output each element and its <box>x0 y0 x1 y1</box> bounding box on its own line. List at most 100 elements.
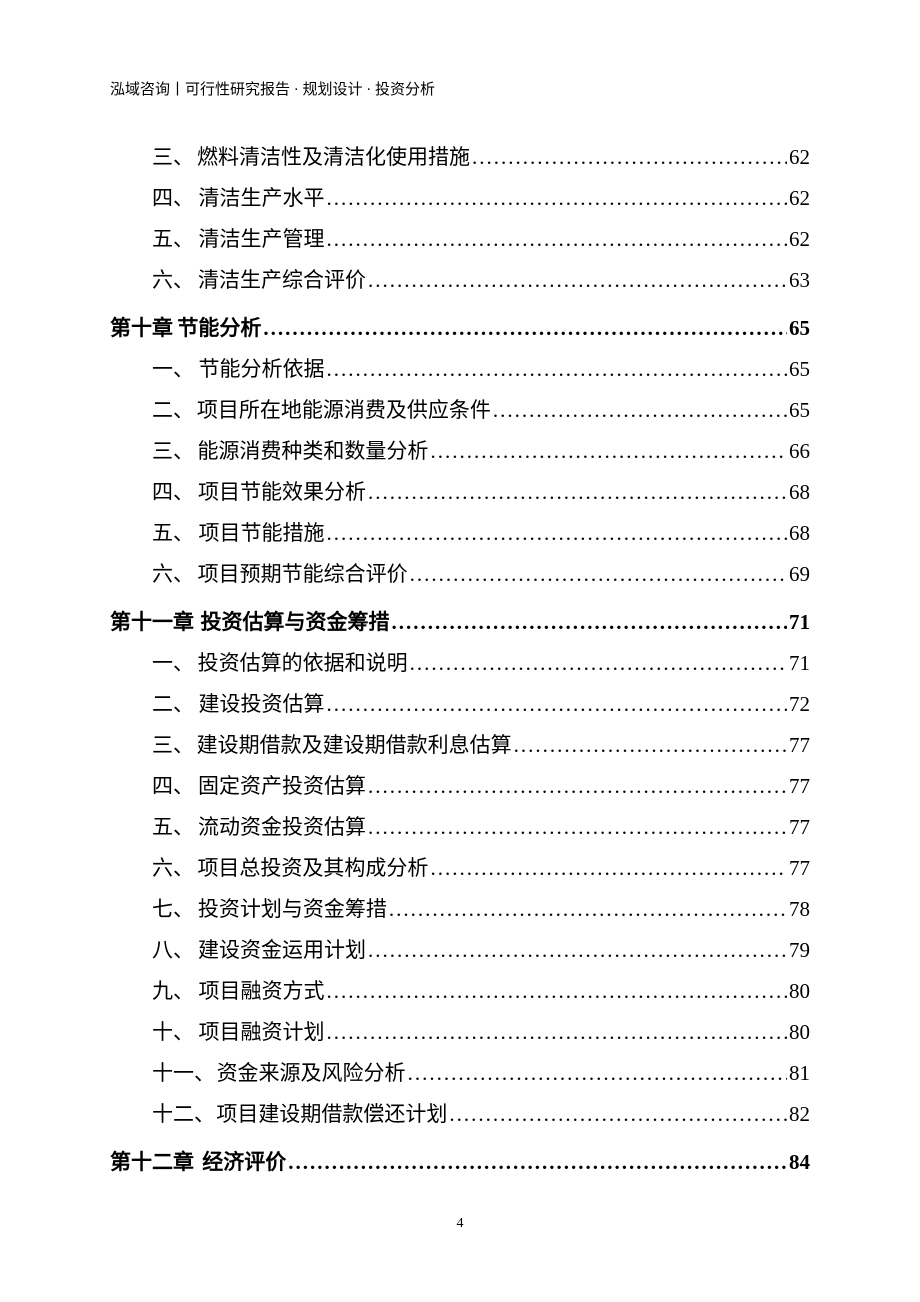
toc-entry-title: 燃料清洁性及清洁化使用措施 <box>197 141 470 171</box>
toc-section: 二、项目所在地能源消费及供应条件........................… <box>152 394 810 424</box>
toc-section: 八、建设资金运用计划..............................… <box>152 934 810 964</box>
toc-entry-page: 80 <box>789 979 810 1004</box>
toc-entry-number: 三、 <box>152 435 194 465</box>
table-of-contents: 三、燃料清洁性及清洁化使用措施.........................… <box>110 130 810 1184</box>
toc-leader-dots: ........................................… <box>368 480 787 505</box>
toc-entry-page: 68 <box>789 480 810 505</box>
toc-section: 三、燃料清洁性及清洁化使用措施.........................… <box>152 141 810 171</box>
toc-section: 六、项目预期节能综合评价............................… <box>152 558 810 588</box>
toc-entry-number: 第十二章 <box>110 1146 194 1176</box>
toc-entry-number: 五、 <box>152 517 194 547</box>
toc-entry-page: 62 <box>789 186 810 211</box>
toc-entry-title: 建设资金运用计划 <box>198 934 366 964</box>
toc-section: 五、清洁生产管理................................… <box>152 223 810 253</box>
toc-section: 一、节能分析依据................................… <box>152 353 810 383</box>
toc-entry-number: 四、 <box>152 476 194 506</box>
toc-entry-page: 71 <box>789 610 810 635</box>
toc-entry-page: 71 <box>789 651 810 676</box>
toc-entry-number: 第十章 <box>110 312 173 342</box>
toc-section: 十一、资金来源及风险分析............................… <box>152 1057 810 1087</box>
toc-chapter: 第十章节能分析.................................… <box>110 312 810 342</box>
toc-entry-page: 62 <box>789 145 810 170</box>
toc-entry-number: 二、 <box>152 688 194 718</box>
toc-entry-title: 建设期借款及建设期借款利息估算 <box>197 729 512 759</box>
toc-section: 三、能源消费种类和数量分析...........................… <box>152 435 810 465</box>
toc-section: 四、固定资产投资估算..............................… <box>152 770 810 800</box>
document-page: 泓域咨询丨可行性研究报告 · 规划设计 · 投资分析 三、燃料清洁性及清洁化使用… <box>0 0 920 1302</box>
toc-entry-page: 63 <box>789 268 810 293</box>
toc-section: 六、清洁生产综合评价..............................… <box>152 264 810 294</box>
toc-entry-number: 七、 <box>152 893 194 923</box>
toc-leader-dots: ........................................… <box>410 651 787 676</box>
toc-leader-dots: ........................................… <box>430 856 787 881</box>
toc-leader-dots: ........................................… <box>514 733 787 758</box>
toc-entry-title: 固定资产投资估算 <box>198 770 366 800</box>
toc-entry-title: 项目总投资及其构成分析 <box>197 852 428 882</box>
toc-entry-title: 节能分析依据 <box>198 353 324 383</box>
toc-leader-dots: ........................................… <box>389 897 787 922</box>
toc-section: 十、项目融资计划................................… <box>152 1016 810 1046</box>
toc-entry-page: 65 <box>789 316 810 341</box>
toc-leader-dots: ........................................… <box>430 439 787 464</box>
toc-entry-page: 69 <box>789 562 810 587</box>
toc-leader-dots: ........................................… <box>326 979 787 1004</box>
toc-entry-page: 79 <box>789 938 810 963</box>
toc-entry-title: 建设投资估算 <box>198 688 324 718</box>
toc-section: 一、投资估算的依据和说明............................… <box>152 647 810 677</box>
toc-leader-dots: ........................................… <box>326 521 787 546</box>
toc-entry-title: 项目建设期借款偿还计划 <box>216 1098 447 1128</box>
toc-leader-dots: ........................................… <box>368 938 787 963</box>
toc-section: 七、投资计划与资金筹措.............................… <box>152 893 810 923</box>
toc-entry-title: 投资估算与资金筹措 <box>201 606 390 636</box>
toc-entry-page: 78 <box>789 897 810 922</box>
toc-entry-page: 82 <box>789 1102 810 1127</box>
toc-entry-number: 第十一章 <box>110 606 194 636</box>
toc-leader-dots: ........................................… <box>368 268 787 293</box>
toc-leader-dots: ........................................… <box>472 145 787 170</box>
toc-leader-dots: ........................................… <box>288 1150 787 1175</box>
toc-entry-title: 项目融资方式 <box>198 975 324 1005</box>
toc-entry-number: 十二、 <box>152 1098 215 1128</box>
toc-entry-title: 清洁生产管理 <box>198 223 324 253</box>
toc-leader-dots: ........................................… <box>368 774 787 799</box>
toc-section: 三、建设期借款及建设期借款利息估算.......................… <box>152 729 810 759</box>
toc-entry-title: 投资计划与资金筹措 <box>198 893 387 923</box>
toc-entry-page: 77 <box>789 856 810 881</box>
toc-section: 五、项目节能措施................................… <box>152 517 810 547</box>
toc-entry-number: 五、 <box>152 223 194 253</box>
toc-entry-number: 一、 <box>152 353 194 383</box>
toc-leader-dots: ........................................… <box>493 398 787 423</box>
toc-entry-page: 80 <box>789 1020 810 1045</box>
toc-leader-dots: ........................................… <box>326 692 787 717</box>
toc-entry-number: 六、 <box>152 558 194 588</box>
toc-leader-dots: ........................................… <box>408 1061 787 1086</box>
toc-chapter: 第十一章投资估算与资金筹措...........................… <box>110 606 810 636</box>
toc-entry-title: 能源消费种类和数量分析 <box>197 435 428 465</box>
page-number: 4 <box>0 1216 920 1232</box>
toc-section: 二、建设投资估算................................… <box>152 688 810 718</box>
toc-leader-dots: ........................................… <box>392 610 787 635</box>
toc-entry-number: 四、 <box>152 182 194 212</box>
toc-leader-dots: ........................................… <box>368 815 787 840</box>
toc-entry-number: 十、 <box>152 1016 194 1046</box>
toc-chapter: 第十二章经济评价................................… <box>110 1146 810 1176</box>
toc-section: 六、项目总投资及其构成分析...........................… <box>152 852 810 882</box>
toc-entry-page: 66 <box>789 439 810 464</box>
toc-entry-page: 62 <box>789 227 810 252</box>
toc-entry-number: 五、 <box>152 811 194 841</box>
toc-entry-page: 84 <box>789 1150 810 1175</box>
toc-entry-title: 项目节能措施 <box>198 517 324 547</box>
toc-entry-page: 65 <box>789 398 810 423</box>
toc-entry-number: 九、 <box>152 975 194 1005</box>
toc-entry-title: 节能分析 <box>177 312 261 342</box>
page-header: 泓域咨询丨可行性研究报告 · 规划设计 · 投资分析 <box>110 78 810 99</box>
toc-leader-dots: ........................................… <box>326 1020 787 1045</box>
toc-entry-title: 项目融资计划 <box>198 1016 324 1046</box>
toc-entry-title: 项目所在地能源消费及供应条件 <box>197 394 491 424</box>
toc-entry-number: 二、 <box>152 394 194 424</box>
toc-entry-title: 投资估算的依据和说明 <box>198 647 408 677</box>
toc-entry-page: 81 <box>789 1061 810 1086</box>
toc-entry-page: 77 <box>789 774 810 799</box>
toc-entry-number: 四、 <box>152 770 194 800</box>
toc-entry-number: 三、 <box>152 141 194 171</box>
